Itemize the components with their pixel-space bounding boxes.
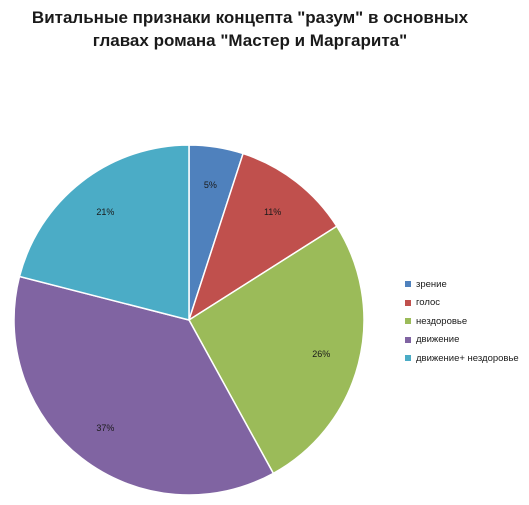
legend-item-nezdorovie: нездоровье	[405, 312, 519, 331]
legend-swatch-zrenie	[405, 281, 411, 288]
chart-title: Витальные признаки концепта "разум" в ос…	[0, 6, 500, 52]
legend-label-dvizhenie: движение	[416, 334, 460, 346]
legend-item-dvizhenie-nezdorovie: движение+ нездоровье	[405, 349, 519, 368]
legend-item-golos: голос	[405, 294, 519, 313]
chart-title-line-2: главах романа "Мастер и Маргарита"	[92, 31, 408, 50]
legend-swatch-nezdorovie	[405, 318, 411, 325]
legend-swatch-golos	[405, 299, 411, 306]
pie-label-dvizhenie-nezdorovie: 21%	[96, 207, 114, 217]
pie-slices	[13, 144, 365, 496]
legend-swatch-dvizhenie-nezdorovie	[405, 355, 411, 362]
legend-label-dvizhenie-nezdorovie: движение+ нездоровье	[416, 352, 519, 364]
legend-label-nezdorovie: нездоровье	[416, 315, 468, 327]
pie-label-zrenie: 5%	[204, 180, 217, 190]
legend-label-zrenie: зрение	[416, 278, 447, 290]
legend-swatch-dvizhenie	[405, 336, 411, 343]
pie-slice-golos	[187, 152, 338, 322]
legend-item-dvizhenie: движение	[405, 331, 519, 350]
pie-slice-dvizhenie-nezdorovie	[18, 144, 190, 321]
pie-label-dvizhenie: 37%	[96, 423, 114, 433]
pie-label-nezdorovie: 26%	[312, 349, 330, 359]
pie-slice-nezdorovie	[188, 225, 365, 475]
pie-labels: 5% 11% 26% 37% 21%	[96, 180, 330, 433]
pie-label-golos: 11%	[264, 207, 281, 217]
pie-slice-dvizhenie	[13, 275, 275, 496]
legend-label-golos: голос	[416, 297, 441, 309]
legend-item-zrenie: зрение	[405, 275, 519, 294]
chart-legend: зрение голос нездоровье движение движение+ н…	[405, 275, 519, 368]
chart-title-line-1: Витальные признаки концепта "разум" в ос…	[31, 8, 469, 27]
